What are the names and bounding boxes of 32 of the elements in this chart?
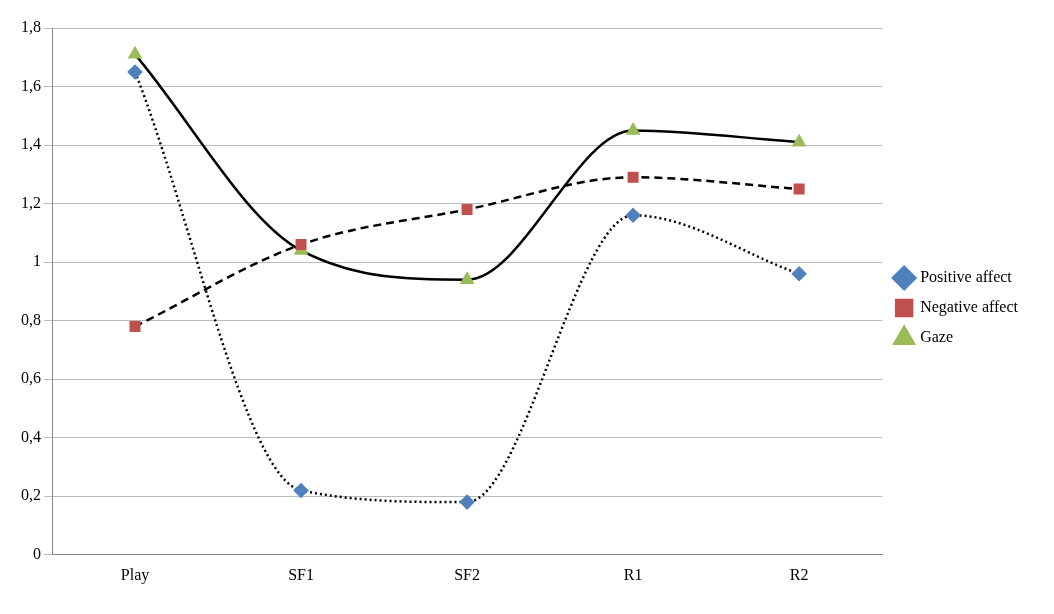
point bbox=[295, 239, 307, 251]
point bbox=[128, 47, 142, 59]
y-tick-label: 0 bbox=[33, 545, 41, 562]
point bbox=[127, 64, 143, 80]
y-tick-label: 0,8 bbox=[21, 310, 41, 328]
legend-label: Negative affect bbox=[920, 298, 1019, 317]
point bbox=[293, 483, 309, 498]
y-tick-label: 1,6 bbox=[21, 76, 41, 94]
point bbox=[793, 183, 805, 195]
x-tick-label: R2 bbox=[789, 565, 809, 583]
point bbox=[791, 266, 807, 282]
point bbox=[461, 203, 473, 215]
y-tick-label: 1,2 bbox=[21, 193, 41, 211]
y-tick-label: 1,4 bbox=[21, 135, 41, 153]
legend-label: Gaze bbox=[920, 328, 953, 346]
point bbox=[792, 134, 806, 147]
point bbox=[625, 208, 641, 223]
y-tick-label: 0,4 bbox=[21, 427, 41, 445]
y-tick-label: 0,6 bbox=[21, 369, 41, 387]
point bbox=[460, 272, 474, 284]
point bbox=[459, 494, 475, 510]
point bbox=[129, 321, 141, 333]
y-tick-label: 1,8 bbox=[21, 18, 41, 36]
y-tick-label: 1 bbox=[33, 252, 41, 270]
x-tick-label: Play bbox=[120, 565, 150, 584]
point bbox=[626, 123, 640, 135]
y-tick-label: 0,2 bbox=[21, 486, 41, 504]
x-tick-label: R1 bbox=[623, 565, 643, 583]
point bbox=[627, 171, 639, 183]
x-tick-label: SF2 bbox=[454, 565, 480, 583]
legend-label: Positive affect bbox=[920, 268, 1013, 286]
x-tick-label: SF1 bbox=[288, 565, 314, 583]
